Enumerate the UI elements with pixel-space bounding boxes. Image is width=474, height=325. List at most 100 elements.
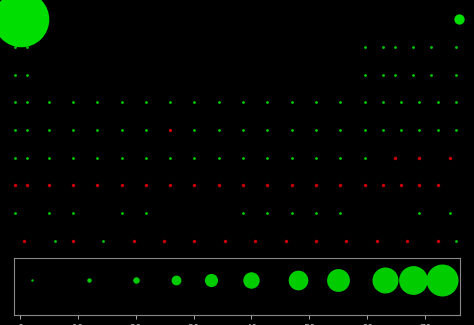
Point: [312, 210, 320, 215]
Point: [312, 238, 320, 243]
Point: [160, 238, 168, 243]
Point: [312, 183, 320, 188]
Point: [11, 100, 19, 105]
Point: [264, 155, 271, 160]
Point: [11, 155, 19, 160]
Point: [239, 183, 247, 188]
Point: [118, 127, 125, 133]
Point: [215, 183, 223, 188]
Point: [11, 183, 19, 188]
Point: [24, 45, 31, 50]
Point: [434, 238, 441, 243]
Point: [391, 45, 399, 50]
Point: [428, 45, 435, 50]
Point: [434, 127, 441, 133]
Point: [191, 100, 198, 105]
Point: [446, 155, 454, 160]
Point: [248, 277, 255, 282]
Point: [69, 183, 77, 188]
Point: [337, 183, 344, 188]
Point: [438, 277, 446, 282]
Point: [379, 45, 387, 50]
Point: [69, 127, 77, 133]
Point: [343, 238, 350, 243]
Point: [397, 100, 405, 105]
Point: [288, 210, 295, 215]
Point: [312, 127, 320, 133]
Point: [391, 72, 399, 77]
Point: [282, 238, 290, 243]
Point: [239, 210, 247, 215]
Point: [381, 277, 388, 282]
Point: [446, 210, 454, 215]
Point: [288, 183, 295, 188]
Point: [118, 183, 125, 188]
Point: [69, 238, 77, 243]
Point: [288, 100, 295, 105]
Point: [434, 183, 441, 188]
Point: [239, 127, 247, 133]
Point: [166, 100, 174, 105]
Point: [428, 72, 435, 77]
Point: [130, 238, 137, 243]
Point: [410, 72, 417, 77]
Point: [11, 210, 19, 215]
Point: [361, 72, 368, 77]
Point: [93, 100, 101, 105]
Point: [337, 210, 344, 215]
Point: [403, 238, 411, 243]
Point: [379, 100, 387, 105]
Point: [118, 155, 125, 160]
Point: [416, 127, 423, 133]
Point: [142, 100, 150, 105]
Point: [28, 277, 36, 282]
Point: [45, 210, 53, 215]
Point: [24, 155, 31, 160]
Point: [191, 183, 198, 188]
Point: [452, 72, 460, 77]
Point: [45, 100, 53, 105]
Point: [452, 238, 460, 243]
Point: [69, 100, 77, 105]
Point: [239, 155, 247, 160]
Point: [166, 155, 174, 160]
Point: [132, 277, 139, 282]
Point: [379, 183, 387, 188]
Point: [416, 100, 423, 105]
Point: [11, 72, 19, 77]
Point: [410, 277, 417, 282]
Point: [452, 127, 460, 133]
Point: [294, 277, 301, 282]
Point: [142, 183, 150, 188]
Point: [118, 100, 125, 105]
Point: [191, 155, 198, 160]
Point: [416, 210, 423, 215]
Point: [18, 17, 25, 22]
Point: [24, 72, 31, 77]
Point: [361, 183, 368, 188]
Point: [207, 277, 215, 282]
Point: [69, 155, 77, 160]
Point: [410, 45, 417, 50]
Point: [93, 155, 101, 160]
Point: [173, 277, 180, 282]
Point: [142, 155, 150, 160]
Point: [51, 238, 58, 243]
Point: [24, 183, 31, 188]
Point: [379, 72, 387, 77]
Point: [239, 100, 247, 105]
Point: [45, 127, 53, 133]
Point: [288, 127, 295, 133]
Point: [337, 127, 344, 133]
Point: [215, 127, 223, 133]
Point: [361, 45, 368, 50]
Point: [288, 155, 295, 160]
Point: [361, 155, 368, 160]
Point: [45, 155, 53, 160]
Point: [24, 100, 31, 105]
Point: [221, 238, 228, 243]
Point: [251, 238, 259, 243]
Point: [397, 127, 405, 133]
Point: [397, 183, 405, 188]
Point: [215, 155, 223, 160]
